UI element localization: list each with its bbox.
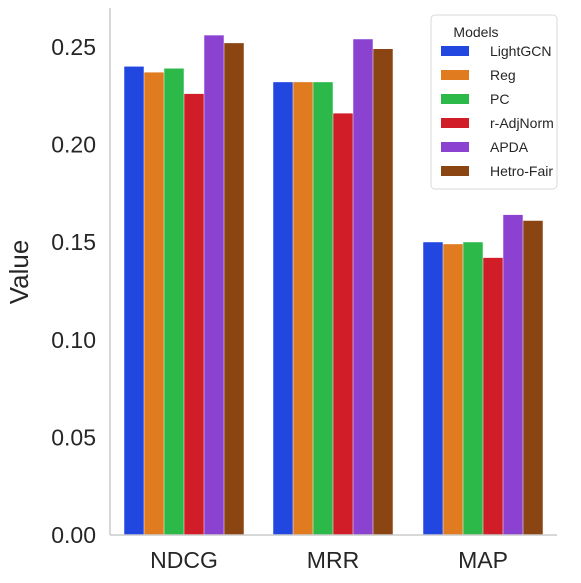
bar-mrr-r-adjnorm xyxy=(333,113,353,536)
legend-label-hetro-fair: Hetro-Fair xyxy=(490,163,553,179)
bar-mrr-apda xyxy=(353,39,373,535)
bars-layer xyxy=(124,35,543,536)
bar-map-pc xyxy=(463,242,483,535)
bar-mrr-lightgcn xyxy=(273,82,293,536)
bar-mrr-reg xyxy=(293,82,313,536)
y-tick-label: 0.05 xyxy=(51,424,96,450)
y-axis-title: Value xyxy=(4,240,34,305)
y-tick-label: 0.10 xyxy=(51,327,96,353)
bar-map-lightgcn xyxy=(423,242,443,535)
bar-mrr-pc xyxy=(313,82,333,536)
bar-ndcg-lightgcn xyxy=(124,66,144,535)
x-tick-label: MRR xyxy=(307,547,359,573)
bar-map-reg xyxy=(443,244,463,536)
bar-map-apda xyxy=(503,214,523,535)
y-tick-labels: 0.00 0.05 0.10 0.15 0.20 0.25 xyxy=(51,34,96,548)
legend-swatch-pc xyxy=(441,94,469,104)
bar-mrr-hetro-fair xyxy=(373,48,393,536)
legend-label-reg: Reg xyxy=(490,67,516,83)
legend-swatch-reg xyxy=(441,70,469,80)
x-tick-label: MAP xyxy=(458,547,508,573)
legend-items: LightGCN Reg PC r-AdjNorm APDA Hetro-Fair xyxy=(441,43,554,179)
bar-ndcg-hetro-fair xyxy=(224,43,244,535)
legend-label-pc: PC xyxy=(490,91,509,107)
legend-title: Models xyxy=(453,24,498,40)
y-tick-label: 0.00 xyxy=(51,522,96,548)
bar-ndcg-r-adjnorm xyxy=(184,93,204,535)
legend-swatch-r-adjnorm xyxy=(441,118,469,128)
bar-map-r-adjnorm xyxy=(483,257,503,535)
axes-layer xyxy=(109,8,557,536)
legend: Models LightGCN Reg PC r-AdjNorm APDA Hetro-F… xyxy=(430,14,558,190)
x-tick-label: NDCG xyxy=(150,547,218,573)
x-tick-labels: NDCG MRR MAP xyxy=(150,547,508,573)
bar-ndcg-reg xyxy=(144,72,164,535)
y-tick-label: 0.15 xyxy=(51,229,96,255)
legend-label-apda: APDA xyxy=(490,139,529,155)
bar-ndcg-apda xyxy=(204,35,224,535)
legend-swatch-lightgcn xyxy=(441,46,469,56)
legend-swatch-apda xyxy=(441,142,469,152)
bar-map-hetro-fair xyxy=(523,220,543,535)
legend-swatch-hetro-fair xyxy=(441,166,469,176)
legend-label-r-adjnorm: r-AdjNorm xyxy=(490,115,554,131)
y-tick-label: 0.20 xyxy=(51,132,96,158)
bar-ndcg-pc xyxy=(164,68,184,535)
legend-label-lightgcn: LightGCN xyxy=(490,43,551,59)
y-tick-label: 0.25 xyxy=(51,34,96,60)
